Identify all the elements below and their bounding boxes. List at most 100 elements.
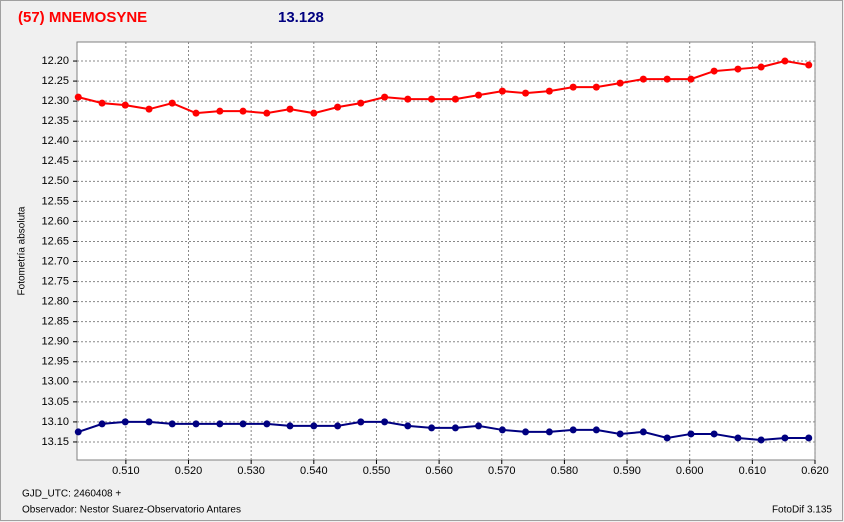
data-point [545, 87, 553, 95]
data-point [569, 426, 577, 434]
data-point [710, 67, 718, 75]
data-point [263, 109, 271, 117]
y-tick-label: 12.85 [41, 316, 69, 328]
x-tick-label: 0.580 [551, 465, 579, 477]
data-point [522, 89, 530, 97]
data-point [805, 61, 813, 69]
data-point [498, 87, 506, 95]
data-point [357, 418, 365, 426]
data-point [98, 420, 106, 428]
data-point [475, 422, 483, 430]
data-point [639, 428, 647, 436]
data-point [404, 95, 412, 103]
data-point [404, 422, 412, 430]
data-point [451, 424, 459, 432]
data-point [334, 422, 342, 430]
y-tick-label: 12.60 [41, 215, 69, 227]
data-point [475, 91, 483, 99]
data-point [639, 75, 647, 83]
y-tick-label: 12.25 [41, 75, 69, 87]
data-point [381, 93, 389, 101]
x-tick-label: 0.590 [613, 465, 641, 477]
data-point [334, 103, 342, 111]
data-point [286, 422, 294, 430]
software: FotoDif 3.135 [772, 505, 832, 516]
y-tick-label: 12.30 [41, 95, 69, 107]
data-point [286, 105, 294, 113]
data-point [74, 93, 82, 101]
x-tick-label: 0.510 [112, 465, 140, 477]
x-tick-label: 0.600 [676, 465, 704, 477]
data-point [710, 430, 718, 438]
data-point [616, 430, 624, 438]
data-point [592, 426, 600, 434]
x-tick-label: 0.550 [363, 465, 391, 477]
data-point [98, 99, 106, 107]
data-point [616, 79, 624, 87]
y-tick-label: 12.45 [41, 155, 69, 167]
data-point [734, 434, 742, 442]
data-point [451, 95, 459, 103]
data-point [757, 63, 765, 71]
data-point [310, 422, 318, 430]
x-tick-label: 0.610 [739, 465, 767, 477]
y-tick-label: 13.00 [41, 376, 69, 388]
y-tick-label: 12.75 [41, 275, 69, 287]
y-tick-label: 13.10 [41, 416, 69, 428]
data-point [216, 420, 224, 428]
data-point [168, 420, 176, 428]
data-point [757, 436, 765, 444]
data-point [357, 99, 365, 107]
data-point [74, 428, 82, 436]
x-axis-label: GJD_UTC: 2460408 + [22, 489, 121, 500]
y-tick-label: 12.95 [41, 356, 69, 368]
x-tick-label: 0.620 [801, 465, 829, 477]
data-point [663, 75, 671, 83]
series-line [77, 420, 809, 441]
y-tick-label: 12.55 [41, 195, 69, 207]
y-tick-label: 12.80 [41, 296, 69, 308]
y-tick-label: 12.35 [41, 115, 69, 127]
data-point [216, 107, 224, 115]
data-point [592, 83, 600, 91]
y-tick-label: 12.40 [41, 135, 69, 147]
data-point [545, 428, 553, 436]
data-point [310, 109, 318, 117]
y-tick-label: 12.50 [41, 175, 69, 187]
y-tick-label: 13.15 [41, 436, 69, 448]
x-tick-label: 0.530 [237, 465, 265, 477]
x-tick-label: 0.520 [175, 465, 203, 477]
data-point [428, 424, 436, 432]
y-tick-label: 12.70 [41, 255, 69, 267]
data-point [687, 430, 695, 438]
data-point [687, 75, 695, 83]
chart-title: (57) MNEMOSYNE [18, 9, 147, 26]
data-point [663, 434, 671, 442]
x-tick-label: 0.560 [425, 465, 453, 477]
data-point [192, 109, 200, 117]
data-point [121, 418, 129, 426]
data-point [121, 101, 129, 109]
data-point [263, 420, 271, 428]
data-point [145, 418, 153, 426]
plot-area [76, 41, 816, 461]
data-point [168, 99, 176, 107]
y-axis-label: Fotometría absoluta [17, 206, 28, 295]
x-tick-label: 0.540 [300, 465, 328, 477]
observer: Observador: Nestor Suarez-Observatorio A… [22, 505, 241, 516]
data-point [522, 428, 530, 436]
data-point [239, 420, 247, 428]
y-tick-label: 12.65 [41, 235, 69, 247]
x-tick-label: 0.570 [488, 465, 516, 477]
data-point [498, 426, 506, 434]
y-tick-label: 13.05 [41, 396, 69, 408]
y-tick-label: 12.90 [41, 336, 69, 348]
data-point [734, 65, 742, 73]
data-point [192, 420, 200, 428]
data-point [805, 434, 813, 442]
chart-subtitle: 13.128 [278, 9, 324, 26]
data-point [381, 418, 389, 426]
y-tick-label: 12.20 [41, 55, 69, 67]
